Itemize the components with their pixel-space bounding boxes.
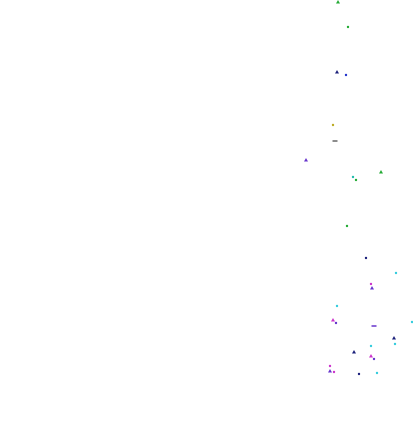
scatter-mark	[328, 369, 332, 373]
scatter-mark	[331, 123, 335, 127]
scatter-mark	[369, 344, 373, 348]
scattered-marks	[304, 0, 413, 376]
scatter-mark	[351, 175, 355, 179]
scatter-mark	[354, 178, 358, 182]
scatter-mark	[335, 304, 339, 308]
scatter-mark	[392, 336, 396, 340]
scatter-mark	[328, 364, 332, 368]
scatter-mark	[372, 357, 376, 361]
scatter-mark	[371, 325, 377, 327]
scatter-mark	[394, 271, 398, 275]
scatter-mark	[335, 70, 339, 74]
scatter-mark	[379, 170, 383, 174]
scatter-mark	[334, 321, 338, 325]
scatter-mark	[336, 0, 340, 4]
scatter-mark	[364, 256, 368, 260]
scatter-mark	[357, 372, 361, 376]
scatter-mark	[375, 371, 379, 375]
scatter-mark	[332, 370, 336, 374]
scatter-mark	[344, 73, 348, 77]
scatter-mark	[332, 140, 338, 142]
scatter-mark	[331, 318, 335, 322]
scatter-mark	[345, 224, 349, 228]
scatter-mark	[370, 286, 374, 290]
scatter-mark	[369, 354, 373, 358]
scatter-mark	[393, 342, 397, 346]
scatter-mark	[346, 25, 350, 29]
scatter-mark	[304, 158, 308, 162]
scatter-mark	[369, 282, 373, 286]
scatter-mark	[410, 320, 413, 324]
scatter-mark	[352, 350, 356, 354]
